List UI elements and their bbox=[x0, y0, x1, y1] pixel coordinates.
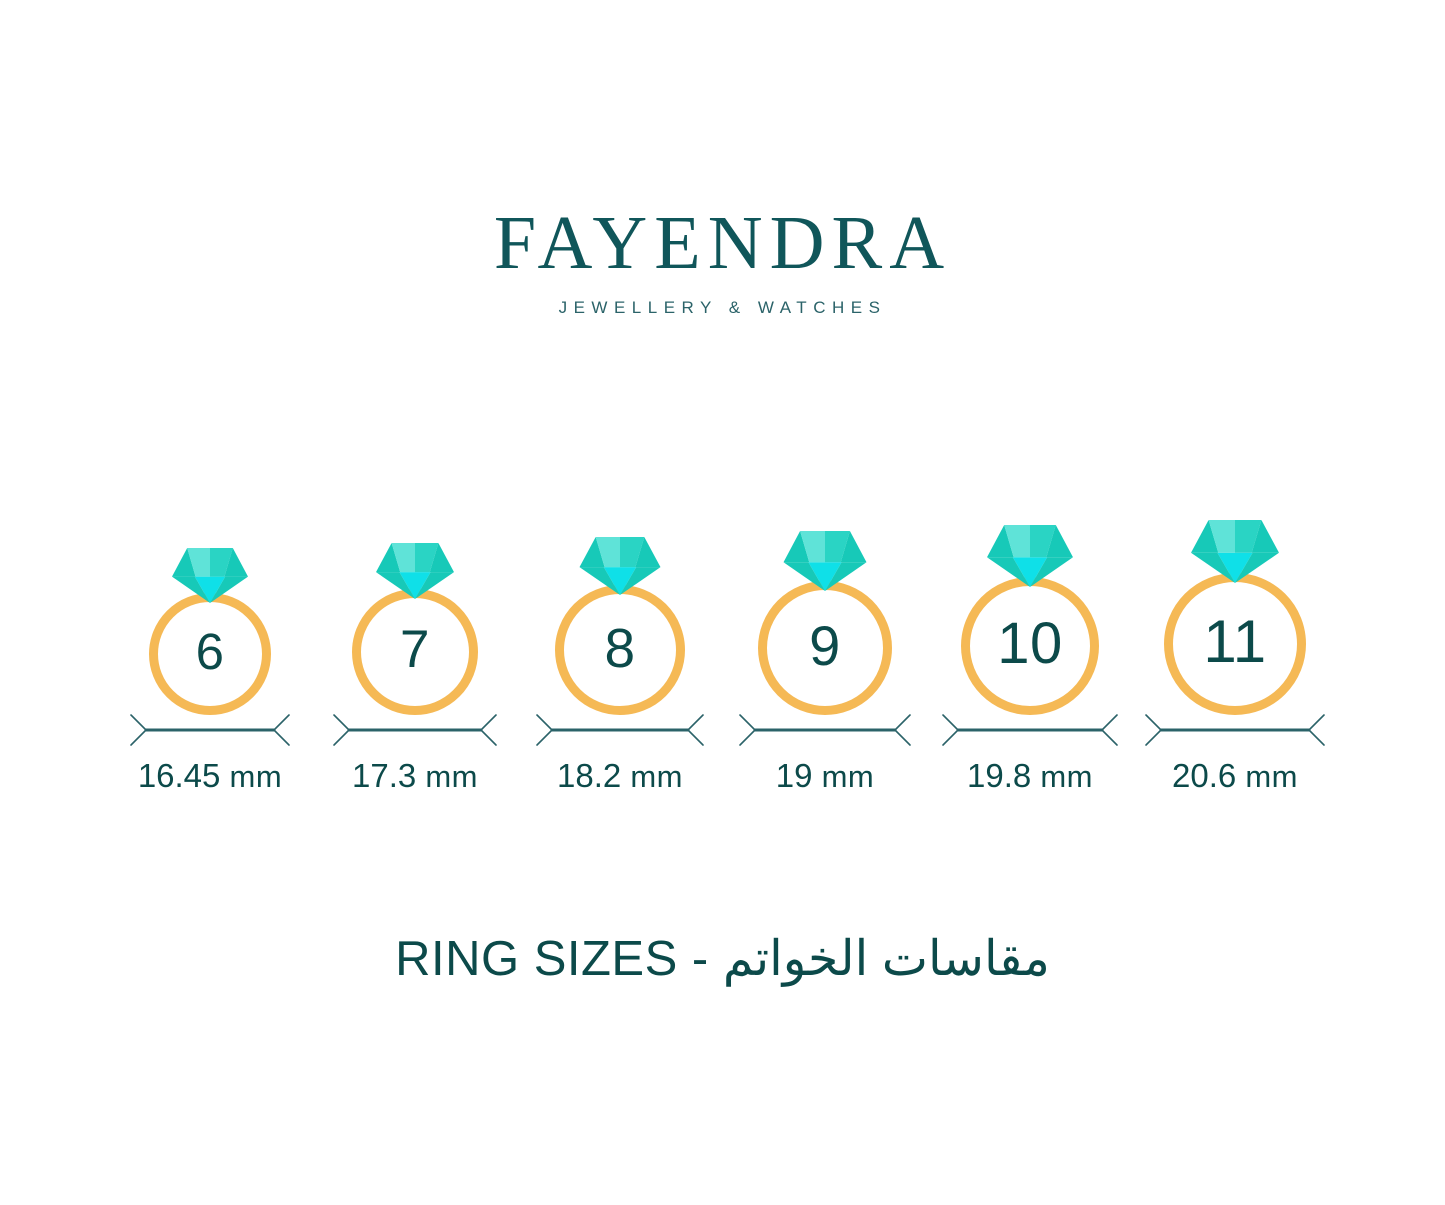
dimension-label: 19.8 mm bbox=[967, 757, 1093, 795]
brand-wordmark: FAYENDRA bbox=[493, 201, 952, 285]
dimension-label: 19 mm bbox=[776, 757, 875, 795]
ring-size-item: 8 bbox=[518, 440, 723, 715]
dimension-label: 16.45 mm bbox=[138, 757, 282, 795]
dimension-value: 19.8 bbox=[966, 757, 1032, 794]
dimension-value: 19 bbox=[775, 757, 813, 794]
diamond-crown-left bbox=[1191, 520, 1219, 553]
diamond-pavilion bbox=[1217, 552, 1253, 583]
ring-illustration: 6 bbox=[143, 532, 277, 715]
ring-illustration: 8 bbox=[549, 521, 691, 715]
diamond-pavilion bbox=[808, 562, 842, 591]
diamond-pavilion bbox=[194, 576, 226, 603]
ring-size-item: 11 bbox=[1133, 440, 1338, 715]
diamond-crown-center-right bbox=[1235, 520, 1262, 553]
ring-size-item: 6 bbox=[108, 440, 313, 715]
brand-logo: FAYENDRA JEWELLERY & WATCHES bbox=[0, 205, 1445, 318]
brand-tagline: JEWELLERY & WATCHES bbox=[558, 298, 887, 317]
dimension-value: 18.2 bbox=[556, 757, 622, 794]
dimension-unit: mm bbox=[1245, 759, 1298, 794]
ring-band bbox=[1164, 573, 1306, 715]
dimension-item: 18.2 mm bbox=[518, 713, 723, 795]
diamond-crown-center-left bbox=[1208, 520, 1235, 553]
diamond-crown-center-right bbox=[1030, 525, 1056, 558]
dimension-unit: mm bbox=[425, 759, 478, 794]
diamond-crown-right bbox=[1251, 520, 1279, 553]
dimension-line bbox=[942, 714, 1118, 746]
dimension-value: 17.3 bbox=[351, 757, 417, 794]
diamond-pavilion-right bbox=[620, 567, 661, 595]
dimension-unit: mm bbox=[229, 759, 283, 794]
diamond-crown-center-left bbox=[800, 531, 825, 563]
ring-size-item: 7 bbox=[313, 440, 518, 715]
ring-illustration: 7 bbox=[346, 527, 484, 715]
dimension-value: 16.45 bbox=[137, 757, 221, 794]
dimension-line bbox=[739, 714, 911, 746]
diamond-crown-center-right bbox=[210, 548, 233, 577]
dimension-value: 20.6 bbox=[1171, 757, 1237, 794]
diamond-pavilion-right bbox=[1030, 557, 1073, 587]
dimension-line bbox=[536, 714, 704, 746]
dimension-unit: mm bbox=[821, 759, 875, 794]
ring-size-item: 9 bbox=[723, 440, 928, 715]
dimension-label: 18.2 mm bbox=[557, 757, 683, 795]
diamond-crown-left bbox=[579, 537, 605, 568]
ring-band bbox=[758, 581, 892, 715]
ring-band bbox=[555, 585, 685, 715]
diamond-pavilion bbox=[399, 572, 431, 599]
diamond-crown-center-right bbox=[825, 531, 850, 563]
diamond-crown-center-left bbox=[391, 543, 415, 573]
ring-size-row: 6 7 8 9 10 11 bbox=[0, 440, 1445, 715]
diamond-crown-right bbox=[1046, 525, 1073, 558]
chart-title-text: RING SIZES - مقاسات الخواتم bbox=[395, 932, 1050, 986]
diamond-crown-right bbox=[635, 537, 661, 568]
chart-title: RING SIZES - مقاسات الخواتم bbox=[0, 930, 1445, 987]
dimension-label: 17.3 mm bbox=[352, 757, 478, 795]
diamond-crown-right bbox=[224, 548, 248, 577]
diamond-crown-center-left bbox=[1004, 525, 1030, 558]
dimension-unit: mm bbox=[1040, 759, 1093, 794]
diamond-crown-center-right bbox=[620, 537, 645, 568]
ring-illustration: 11 bbox=[1158, 504, 1312, 715]
ring-size-item: 10 bbox=[928, 440, 1133, 715]
diamond-crown-center-left bbox=[187, 548, 210, 577]
diamond-pavilion-left bbox=[579, 567, 620, 595]
diamond-crown-left bbox=[987, 525, 1014, 558]
diamond-crown-center-right bbox=[415, 543, 439, 573]
diamond-crown-left bbox=[172, 548, 196, 577]
diamond-pavilion-left bbox=[987, 557, 1030, 587]
diamond-pavilion bbox=[603, 567, 637, 595]
dimension-item: 19 mm bbox=[723, 713, 928, 795]
dimension-item: 16.45 mm bbox=[108, 713, 313, 795]
dimension-row: 16.45 mm 17.3 mm 18.2 mm 19 mm 19.8 mm 20.6 m… bbox=[0, 713, 1445, 795]
dimension-unit: mm bbox=[630, 759, 683, 794]
diamond-pavilion bbox=[1012, 557, 1048, 587]
dimension-item: 19.8 mm bbox=[928, 713, 1133, 795]
dimension-line bbox=[130, 714, 290, 746]
diamond-crown-right bbox=[840, 531, 867, 563]
dimension-line bbox=[333, 714, 497, 746]
ring-band bbox=[149, 593, 271, 715]
dimension-line bbox=[1145, 714, 1325, 746]
diamond-crown-left bbox=[376, 543, 401, 573]
dimension-label: 20.6 mm bbox=[1172, 757, 1298, 795]
ring-illustration: 10 bbox=[955, 509, 1105, 715]
diamond-crown-right bbox=[429, 543, 454, 573]
ring-illustration: 9 bbox=[752, 515, 898, 715]
diamond-crown-left bbox=[783, 531, 810, 563]
ring-band bbox=[352, 589, 478, 715]
diamond-crown-center-left bbox=[595, 537, 620, 568]
dimension-item: 17.3 mm bbox=[313, 713, 518, 795]
ring-band bbox=[961, 577, 1099, 715]
dimension-item: 20.6 mm bbox=[1133, 713, 1338, 795]
